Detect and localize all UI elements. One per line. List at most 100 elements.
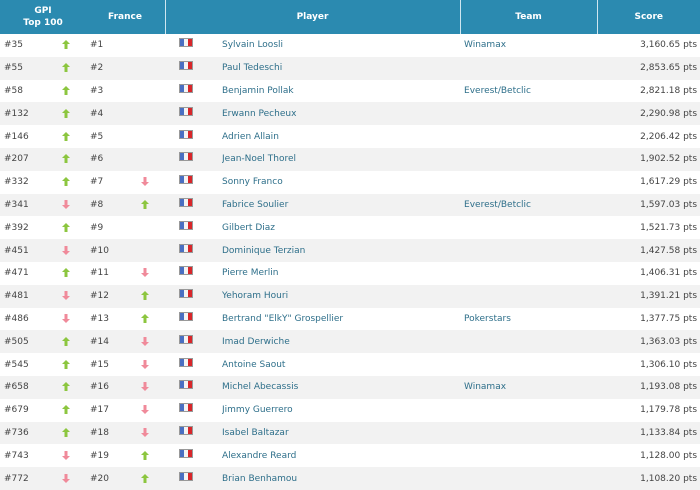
- arrow-down-icon: [141, 382, 149, 392]
- team-name[interactable]: [460, 125, 597, 148]
- table-row: #35 #1 Sylvain Loosli Winamax 3,160.65 p…: [0, 34, 700, 57]
- team-name[interactable]: Everest/Betclic: [464, 85, 531, 96]
- country: [165, 80, 222, 103]
- arrow-down-icon: [141, 268, 149, 278]
- france-rank: #7: [90, 177, 104, 188]
- team-name[interactable]: Winamax: [464, 382, 507, 393]
- arrow-up-icon: [62, 405, 70, 415]
- country: [165, 467, 222, 490]
- player-name[interactable]: Alexandre Reard: [222, 450, 297, 461]
- player-name[interactable]: Adrien Allain: [222, 131, 279, 142]
- team-name[interactable]: [460, 171, 597, 194]
- team-name[interactable]: Winamax: [464, 40, 507, 51]
- table-row: #471 #11 Pierre Merlin 1,406.31 pts: [0, 262, 700, 285]
- score: 1,521.73 pts: [640, 222, 698, 233]
- arrow-down-icon: [62, 313, 70, 323]
- team-name[interactable]: [460, 57, 597, 80]
- header-team[interactable]: Team: [459, 0, 598, 34]
- france-flag-icon: [179, 61, 193, 71]
- france-trend: [141, 216, 165, 239]
- france-rank: #15: [90, 359, 109, 370]
- table-row: #132 #4 Erwann Pecheux 2,290.98 pts: [0, 102, 700, 126]
- table-row: #55 #2 Paul Tedeschi 2,853.65 pts: [0, 56, 700, 80]
- france-trend: [141, 308, 165, 331]
- country: [165, 399, 222, 422]
- arrow-down-icon: [62, 473, 70, 483]
- country: [165, 444, 222, 467]
- player-name[interactable]: Michel Abecassis: [222, 382, 299, 393]
- player-name[interactable]: Gilbert Diaz: [222, 222, 275, 233]
- arrow-up-icon: [141, 473, 149, 483]
- score: 1,406.31 pts: [640, 268, 698, 279]
- gpi-trend: [62, 148, 86, 171]
- score: 2,290.98 pts: [640, 108, 698, 119]
- table-row: #679 #17 Jimmy Guerrero 1,179.78 pts: [0, 399, 700, 422]
- header-gpi[interactable]: GPI Top 100: [0, 0, 86, 34]
- france-flag-icon: [179, 175, 193, 185]
- player-name[interactable]: Pierre Merlin: [222, 268, 279, 279]
- score: 1,133.84 pts: [640, 427, 698, 438]
- france-rank: #8: [90, 199, 104, 210]
- france-flag-icon: [179, 448, 193, 458]
- player-name[interactable]: Erwann Pecheux: [222, 108, 297, 119]
- france-trend: [141, 34, 165, 57]
- header-player[interactable]: Player: [164, 0, 461, 34]
- france-trend: [141, 80, 165, 103]
- country: [165, 422, 222, 445]
- gpi-trend: [62, 399, 86, 422]
- player-name[interactable]: Fabrice Soulier: [222, 199, 289, 210]
- score: 3,160.65 pts: [640, 40, 698, 51]
- player-name[interactable]: Jean-Noel Thorel: [222, 154, 297, 165]
- gpi-rank: #679: [4, 405, 29, 416]
- france-flag-icon: [179, 266, 193, 276]
- country: [165, 34, 222, 57]
- team-name[interactable]: [460, 330, 597, 353]
- header-france[interactable]: France: [86, 0, 165, 34]
- team-name[interactable]: Everest/Betclic: [464, 199, 531, 210]
- player-name[interactable]: Paul Tedeschi: [222, 63, 283, 74]
- france-flag-icon: [179, 289, 193, 299]
- team-name[interactable]: [460, 148, 597, 171]
- gpi-trend: [62, 285, 86, 308]
- arrow-down-icon: [62, 245, 70, 255]
- gpi-rank: #341: [4, 199, 29, 210]
- player-name[interactable]: Sylvain Loosli: [222, 40, 284, 51]
- table-row: #486 #13 Bertrand "ElkY" Grospellier Pok…: [0, 308, 700, 331]
- player-name[interactable]: Imad Derwiche: [222, 336, 290, 347]
- arrow-up-icon: [62, 336, 70, 346]
- gpi-rank: #743: [4, 450, 29, 461]
- france-flag-icon: [179, 83, 193, 93]
- table-row: #207 #6 Jean-Noel Thorel 1,902.52 pts: [0, 147, 700, 171]
- team-name[interactable]: [460, 467, 597, 490]
- team-name[interactable]: Pokerstars: [464, 313, 511, 324]
- team-name[interactable]: [460, 239, 597, 262]
- player-name[interactable]: Yehoram Houri: [222, 291, 289, 302]
- team-name[interactable]: [460, 399, 597, 422]
- player-name[interactable]: Sonny Franco: [222, 177, 283, 188]
- arrow-up-icon: [62, 131, 70, 141]
- team-name[interactable]: [460, 102, 597, 125]
- header-score[interactable]: Score: [596, 0, 700, 34]
- team-name[interactable]: [460, 216, 597, 239]
- gpi-trend: [62, 239, 86, 262]
- player-name[interactable]: Jimmy Guerrero: [222, 405, 293, 416]
- team-name[interactable]: [460, 422, 597, 445]
- player-name[interactable]: Brian Benhamou: [222, 473, 298, 484]
- country: [165, 376, 222, 399]
- team-name[interactable]: [460, 262, 597, 285]
- country: [165, 285, 222, 308]
- team-name[interactable]: [460, 444, 597, 467]
- france-rank: #6: [90, 154, 104, 165]
- gpi-rank: #505: [4, 336, 29, 347]
- score: 2,206.42 pts: [640, 131, 698, 142]
- player-name[interactable]: Benjamin Pollak: [222, 85, 294, 96]
- team-name[interactable]: [460, 285, 597, 308]
- team-name[interactable]: [460, 353, 597, 376]
- player-name[interactable]: Isabel Baltazar: [222, 427, 289, 438]
- france-flag-icon: [179, 357, 193, 367]
- player-name[interactable]: Antoine Saout: [222, 359, 286, 370]
- player-name[interactable]: Bertrand "ElkY" Grospellier: [222, 313, 344, 324]
- france-flag-icon: [179, 106, 193, 116]
- country: [165, 125, 222, 148]
- player-name[interactable]: Dominique Terzian: [222, 245, 306, 256]
